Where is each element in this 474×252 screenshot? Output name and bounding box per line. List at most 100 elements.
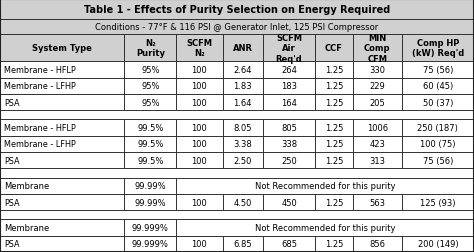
Text: CCF: CCF	[325, 44, 343, 53]
Bar	[263, 194, 315, 210]
Text: 423: 423	[369, 140, 385, 149]
Text: 8.05: 8.05	[234, 124, 252, 133]
Text: Membrane - LFHP: Membrane - LFHP	[4, 82, 75, 91]
Text: 75 (56): 75 (56)	[423, 66, 453, 75]
Text: 99.5%: 99.5%	[137, 156, 164, 165]
Bar	[402, 236, 474, 252]
Bar	[223, 35, 263, 62]
Bar	[223, 136, 263, 152]
Bar	[315, 236, 353, 252]
Text: PSA: PSA	[4, 198, 19, 207]
Bar	[402, 35, 474, 62]
Bar	[0, 95, 124, 111]
Bar	[263, 236, 315, 252]
Bar	[263, 78, 315, 95]
Text: 100 (75): 100 (75)	[420, 140, 456, 149]
Bar	[402, 78, 474, 95]
Text: 805: 805	[281, 124, 297, 133]
Bar	[223, 95, 263, 111]
Bar	[353, 95, 402, 111]
Bar	[402, 95, 474, 111]
Bar	[263, 62, 315, 78]
Bar	[402, 120, 474, 136]
Bar	[0, 62, 124, 78]
Bar	[0, 20, 474, 35]
Bar	[0, 136, 124, 152]
Text: 856: 856	[369, 239, 385, 248]
Text: 164: 164	[281, 98, 297, 107]
Bar	[176, 78, 223, 95]
Bar	[402, 136, 474, 152]
Text: 60 (45): 60 (45)	[423, 82, 453, 91]
Text: System Type: System Type	[32, 44, 92, 53]
Text: 183: 183	[281, 82, 297, 91]
Bar	[315, 78, 353, 95]
Text: MIN
Comp
CFM: MIN Comp CFM	[364, 34, 391, 63]
Text: 50 (37): 50 (37)	[423, 98, 453, 107]
Bar	[223, 236, 263, 252]
Bar	[124, 152, 176, 169]
Bar	[315, 35, 353, 62]
Bar	[0, 78, 124, 95]
Bar	[353, 62, 402, 78]
Bar	[0, 169, 474, 178]
Text: SCFM
Air
Req'd: SCFM Air Req'd	[276, 34, 302, 63]
Bar	[315, 95, 353, 111]
Bar	[176, 120, 223, 136]
Text: Membrane - LFHP: Membrane - LFHP	[4, 140, 75, 149]
Text: 100: 100	[191, 124, 207, 133]
Text: 2.50: 2.50	[234, 156, 252, 165]
Bar	[315, 120, 353, 136]
Text: 100: 100	[191, 140, 207, 149]
Bar	[353, 120, 402, 136]
Text: 99.99%: 99.99%	[135, 181, 166, 191]
Text: ANR: ANR	[233, 44, 253, 53]
Text: 3.38: 3.38	[233, 140, 252, 149]
Text: 1.25: 1.25	[325, 198, 343, 207]
Bar	[0, 236, 124, 252]
Text: 1.25: 1.25	[325, 98, 343, 107]
Bar	[353, 152, 402, 169]
Text: 205: 205	[369, 98, 385, 107]
Bar	[124, 95, 176, 111]
Bar	[124, 178, 176, 194]
Text: 95%: 95%	[141, 82, 160, 91]
Text: 99.5%: 99.5%	[137, 140, 164, 149]
Text: 100: 100	[191, 98, 207, 107]
Text: Not Recommended for this purity: Not Recommended for this purity	[255, 181, 395, 191]
Text: 229: 229	[369, 82, 385, 91]
Text: 1.83: 1.83	[234, 82, 252, 91]
Bar	[124, 120, 176, 136]
Bar	[353, 136, 402, 152]
Bar	[176, 136, 223, 152]
Text: Conditions - 77°F & 116 PSI @ Generator Inlet, 125 PSI Compressor: Conditions - 77°F & 116 PSI @ Generator …	[95, 23, 379, 32]
Bar	[315, 136, 353, 152]
Bar	[223, 152, 263, 169]
Bar	[223, 62, 263, 78]
Bar	[263, 152, 315, 169]
Text: 99.99%: 99.99%	[135, 198, 166, 207]
Text: 100: 100	[191, 198, 207, 207]
Text: 1.25: 1.25	[325, 239, 343, 248]
Bar	[0, 178, 124, 194]
Bar	[0, 111, 474, 120]
Bar	[263, 95, 315, 111]
Bar	[124, 236, 176, 252]
Text: 95%: 95%	[141, 98, 160, 107]
Bar	[0, 0, 474, 20]
Text: 100: 100	[191, 66, 207, 75]
Bar	[353, 236, 402, 252]
Text: 75 (56): 75 (56)	[423, 156, 453, 165]
Text: PSA: PSA	[4, 156, 19, 165]
Bar	[124, 35, 176, 62]
Bar	[176, 35, 223, 62]
Bar	[315, 152, 353, 169]
Text: 1.64: 1.64	[234, 98, 252, 107]
Text: 250: 250	[281, 156, 297, 165]
Bar	[353, 78, 402, 95]
Bar	[263, 136, 315, 152]
Text: 99.999%: 99.999%	[132, 223, 169, 232]
Text: 200 (149): 200 (149)	[418, 239, 458, 248]
Bar	[176, 152, 223, 169]
Bar	[263, 120, 315, 136]
